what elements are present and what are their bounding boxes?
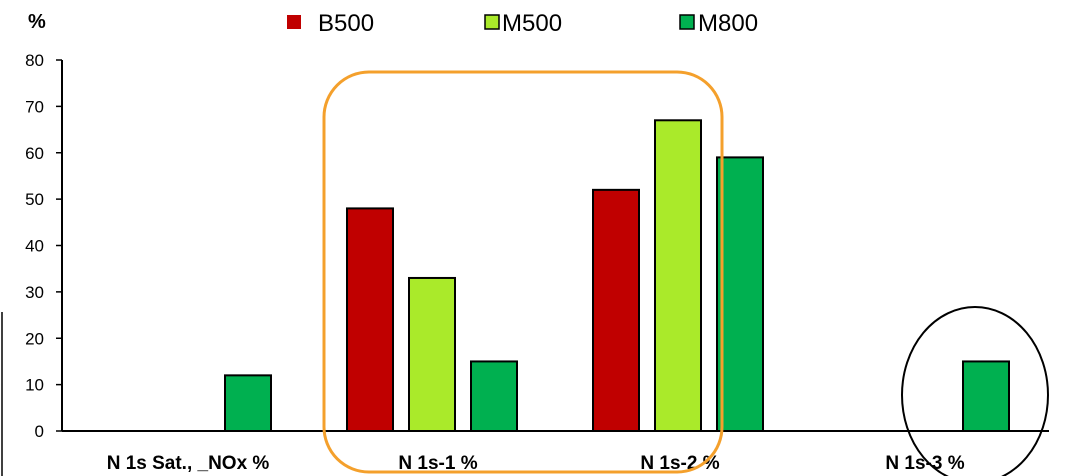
highlight-ellipse [901,306,1049,476]
category-label: N 1s-2 % [640,453,719,474]
y-tick-label: 60 [25,144,44,163]
legend-label-b500: B500 [318,10,374,37]
x-axis-category-labels: N 1s Sat., _NOx % N 1s-1 % N 1s-2 % N 1s-3 … [107,453,965,474]
legend-swatch-b500 [287,15,301,29]
category-label: N 1s Sat., _NOx % [107,453,270,474]
bar-b500-1 [346,207,394,432]
legend-label-m500: M500 [502,10,562,37]
bar-m800-3 [962,360,1010,432]
bar-m500-1 [408,276,456,432]
y-tick-label: 20 [25,329,44,348]
y-tick-label: 0 [35,422,44,441]
bar-m800-0 [224,374,272,433]
category-label: N 1s-3 % [885,453,964,474]
y-tick-label: 10 [25,376,44,395]
bar-m500-2 [654,119,702,432]
bar-m800-2 [716,156,764,432]
bars [224,119,1010,433]
legend-swatch-m800 [679,14,695,30]
legend: B500 M500 M800 [287,10,758,37]
y-axis-unit: % [28,11,46,33]
legend-swatch-m500 [484,14,500,30]
y-tick-label: 50 [25,190,44,209]
legend-label-m800: M800 [698,10,758,37]
bar-m800-1 [470,360,518,432]
y-tick-label: 30 [25,283,44,302]
y-axis-ticks: 0 10 20 30 40 50 60 70 80 [25,51,62,441]
bar-b500-2 [592,188,640,432]
y-tick-label: 80 [25,51,44,70]
category-label: N 1s-1 % [398,453,477,474]
y-tick-label: 40 [25,237,44,256]
highlight-rounded-rectangle [322,70,724,474]
y-tick-label: 70 [25,97,44,116]
